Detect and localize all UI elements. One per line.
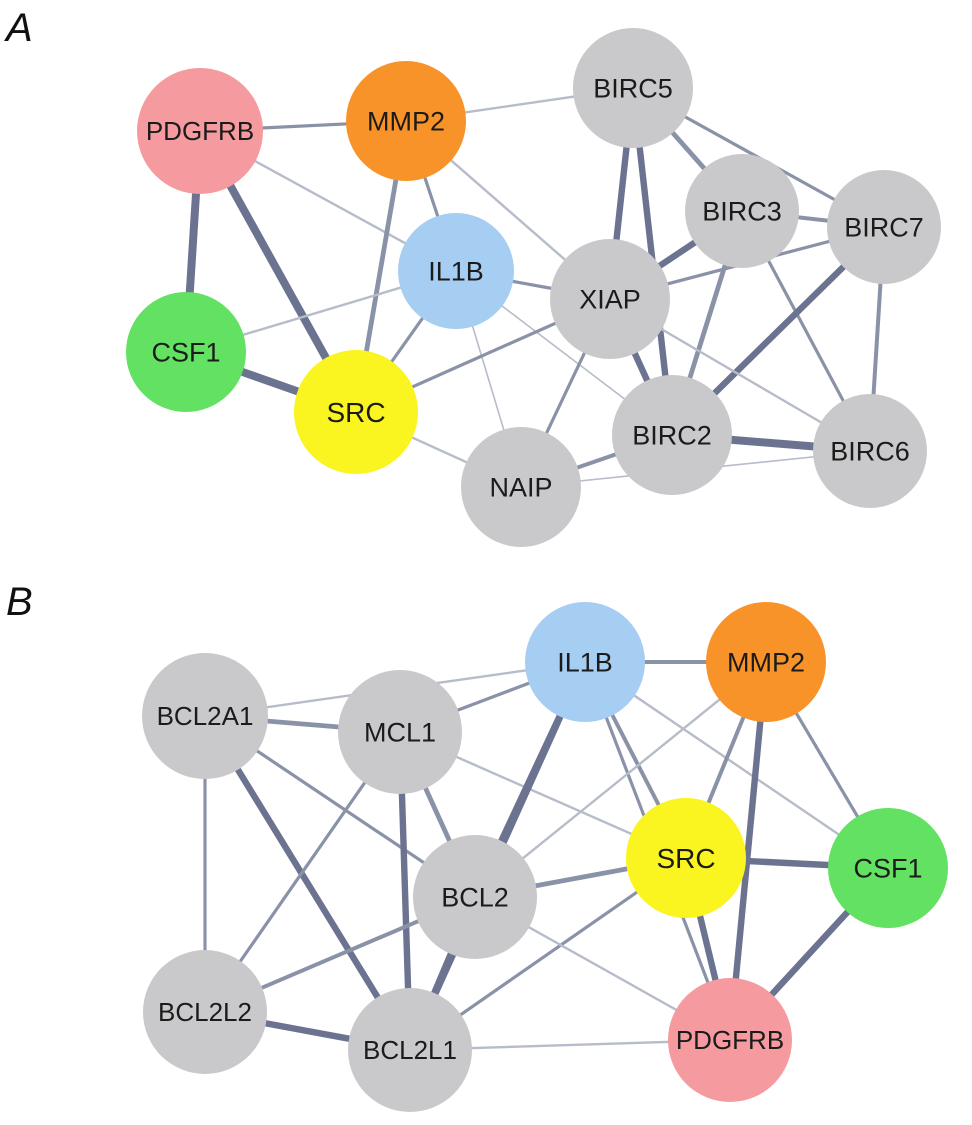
node-circle-IL1B (525, 602, 645, 722)
node-circle-MMP2 (706, 602, 826, 722)
node-circle-BIRC3 (685, 154, 799, 268)
node-BCL2A1: BCL2A1 (142, 653, 268, 779)
node-NAIP: NAIP (461, 427, 581, 547)
node-BIRC5: BIRC5 (573, 28, 693, 148)
node-circle-PDGFRB (137, 68, 263, 194)
node-circle-IL1B (398, 213, 514, 329)
edge-BCL2A1-BCL2L1 (202, 714, 413, 1052)
node-label-BCL2L1: BCL2L1 (363, 1035, 457, 1065)
edge-IL1B-CSF1 (584, 661, 889, 869)
node-label-PDGFRB: PDGFRB (676, 1025, 784, 1055)
node-circle-XIAP (550, 239, 670, 359)
node-BIRC6: BIRC6 (813, 394, 927, 508)
node-XIAP: XIAP (550, 239, 670, 359)
node-circle-CSF1 (126, 292, 246, 412)
node-BCL2: BCL2 (413, 835, 537, 959)
node-label-BCL2L2: BCL2L2 (158, 997, 252, 1027)
node-circle-PDGFRB (668, 978, 792, 1102)
node-label-IL1B: IL1B (428, 256, 484, 286)
node-label-CSF1: CSF1 (151, 337, 220, 367)
node-circle-BCL2A1 (142, 653, 268, 779)
node-MCL1: MCL1 (338, 670, 462, 794)
node-label-BIRC3: BIRC3 (702, 196, 782, 226)
edge-MMP2-BCL2 (474, 661, 767, 898)
node-BIRC3: BIRC3 (685, 154, 799, 268)
node-circle-MMP2 (346, 61, 466, 181)
node-circle-MCL1 (338, 670, 462, 794)
node-label-PDGFRB: PDGFRB (146, 116, 254, 146)
node-CSF1: CSF1 (126, 292, 246, 412)
node-IL1B: IL1B (398, 213, 514, 329)
node-BCL2L1: BCL2L1 (348, 988, 472, 1112)
node-label-NAIP: NAIP (489, 472, 552, 502)
node-SRC: SRC (294, 350, 418, 474)
node-label-SRC: SRC (326, 397, 385, 428)
node-label-XIAP: XIAP (579, 284, 641, 314)
node-label-BCL2: BCL2 (441, 882, 509, 912)
node-label-MCL1: MCL1 (364, 717, 436, 747)
node-MMP2: MMP2 (346, 61, 466, 181)
node-CSF1: CSF1 (828, 808, 948, 928)
node-circle-BIRC7 (827, 170, 941, 284)
node-circle-BIRC5 (573, 28, 693, 148)
node-label-BCL2A1: BCL2A1 (157, 701, 254, 731)
node-label-BIRC6: BIRC6 (830, 436, 910, 466)
node-label-BIRC7: BIRC7 (844, 212, 924, 242)
node-circle-BCL2 (413, 835, 537, 959)
node-circle-BCL2L1 (348, 988, 472, 1112)
node-MMP2: MMP2 (706, 602, 826, 722)
edge-MMP2-PDGFRB (726, 661, 770, 1041)
node-circle-BCL2L2 (143, 950, 267, 1074)
node-circle-CSF1 (828, 808, 948, 928)
node-circle-SRC (294, 350, 418, 474)
node-label-IL1B: IL1B (557, 647, 613, 677)
node-label-CSF1: CSF1 (853, 853, 922, 883)
node-BCL2L2: BCL2L2 (143, 950, 267, 1074)
node-circle-BIRC2 (612, 375, 732, 495)
node-label-MMP2: MMP2 (727, 647, 805, 677)
node-label-MMP2: MMP2 (367, 106, 445, 136)
node-BIRC7: BIRC7 (827, 170, 941, 284)
node-IL1B: IL1B (525, 602, 645, 722)
node-circle-SRC (626, 798, 746, 918)
node-PDGFRB: PDGFRB (668, 978, 792, 1102)
node-label-BIRC5: BIRC5 (593, 73, 673, 103)
node-label-SRC: SRC (656, 843, 715, 874)
node-PDGFRB: PDGFRB (137, 68, 263, 194)
node-circle-NAIP (461, 427, 581, 547)
node-BIRC2: BIRC2 (612, 375, 732, 495)
node-SRC: SRC (626, 798, 746, 918)
node-label-BIRC2: BIRC2 (632, 420, 712, 450)
node-circle-BIRC6 (813, 394, 927, 508)
panel-b-label: B (6, 580, 33, 624)
panel-a-label: A (6, 6, 33, 50)
